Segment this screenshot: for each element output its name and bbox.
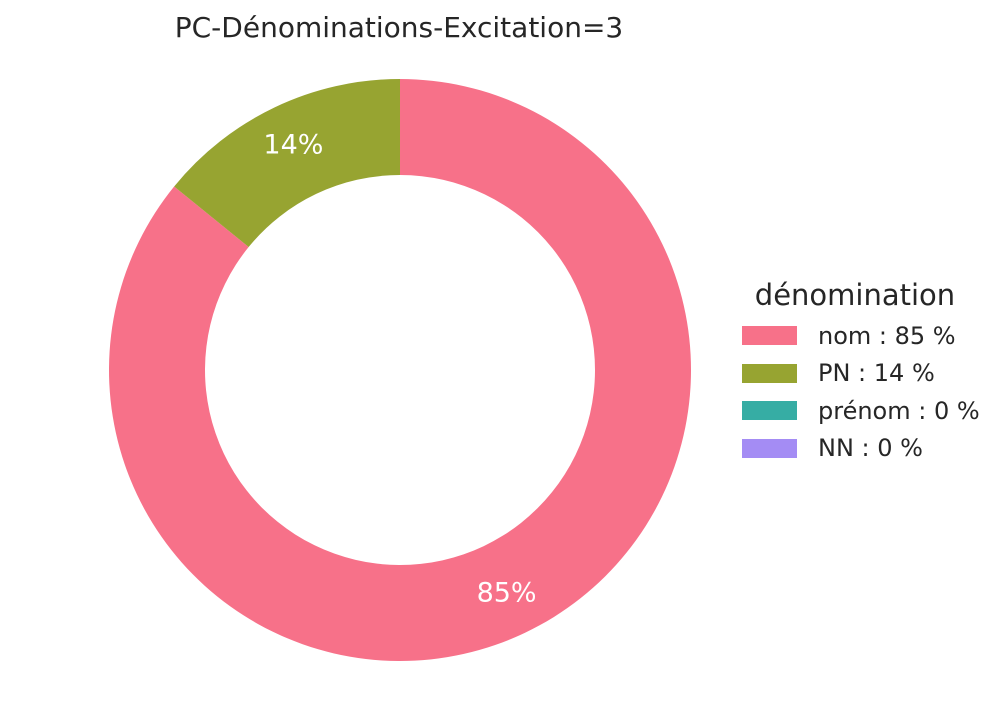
legend-item-nom: nom : 85 %	[742, 317, 1000, 355]
legend-item-pn: PN : 14 %	[742, 355, 1000, 393]
legend-label-prenom: prénom : 0 %	[818, 396, 980, 425]
legend-swatch-nn	[742, 438, 797, 458]
data-label-nom: 85%	[477, 577, 537, 608]
legend-label-nom: nom : 85 %	[818, 321, 956, 350]
legend-swatch-prenom	[742, 401, 797, 421]
data-label-pn: 14%	[263, 130, 323, 161]
legend-label-nn: NN : 0 %	[818, 434, 923, 463]
slice-nom	[108, 79, 691, 661]
legend: dénomination nom : 85 % PN : 14 % prénom…	[742, 275, 1000, 467]
slice-pn	[174, 79, 400, 248]
donut-chart: 85% 14%	[108, 79, 691, 661]
legend-title: dénomination	[754, 278, 956, 312]
chart-title: PC-Dénominations-Excitation=3	[174, 11, 624, 44]
legend-swatch-pn	[742, 363, 797, 383]
legend-item-prenom: prénom : 0 %	[742, 392, 1000, 430]
legend-label-pn: PN : 14 %	[818, 359, 935, 388]
legend-swatch-nom	[742, 326, 797, 346]
legend-item-nn: NN : 0 %	[742, 430, 1000, 468]
